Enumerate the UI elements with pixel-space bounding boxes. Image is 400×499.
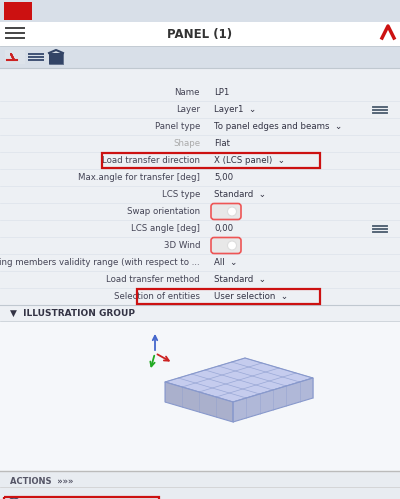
Text: 0,00: 0,00 bbox=[214, 224, 233, 233]
Text: Supporting members validity range (with respect to ...: Supporting members validity range (with … bbox=[0, 258, 200, 267]
FancyBboxPatch shape bbox=[0, 22, 400, 46]
Text: Name: Name bbox=[174, 88, 200, 97]
Text: Max.angle for transfer [deg]: Max.angle for transfer [deg] bbox=[78, 173, 200, 182]
FancyBboxPatch shape bbox=[28, 56, 44, 58]
Text: 3D Wind: 3D Wind bbox=[164, 241, 200, 250]
Text: Layer1  ⌄: Layer1 ⌄ bbox=[214, 105, 256, 114]
FancyBboxPatch shape bbox=[0, 68, 400, 390]
Text: Standard  ⌄: Standard ⌄ bbox=[214, 275, 266, 284]
Text: All  ⌄: All ⌄ bbox=[214, 258, 237, 267]
Text: 5,00: 5,00 bbox=[214, 173, 233, 182]
Text: To panel edges and beams  ⌄: To panel edges and beams ⌄ bbox=[214, 122, 342, 131]
FancyBboxPatch shape bbox=[4, 2, 32, 20]
Polygon shape bbox=[233, 378, 313, 422]
Text: Selection of entities: Selection of entities bbox=[114, 292, 200, 301]
Text: Flat: Flat bbox=[214, 139, 230, 148]
Text: X (LCS panel)  ⌄: X (LCS panel) ⌄ bbox=[214, 156, 285, 165]
Text: Layer: Layer bbox=[176, 105, 200, 114]
Text: Shape: Shape bbox=[173, 139, 200, 148]
Text: Load transfer method: Load transfer method bbox=[106, 275, 200, 284]
FancyBboxPatch shape bbox=[5, 50, 25, 64]
Circle shape bbox=[228, 241, 236, 250]
Polygon shape bbox=[165, 382, 233, 422]
FancyBboxPatch shape bbox=[211, 238, 241, 253]
FancyBboxPatch shape bbox=[0, 46, 400, 68]
Text: LP1: LP1 bbox=[214, 88, 229, 97]
Text: Load transfer direction: Load transfer direction bbox=[102, 156, 200, 165]
Text: User selection  ⌄: User selection ⌄ bbox=[214, 292, 288, 301]
Text: LCS type: LCS type bbox=[162, 190, 200, 199]
FancyBboxPatch shape bbox=[0, 471, 400, 499]
FancyBboxPatch shape bbox=[0, 305, 400, 321]
FancyBboxPatch shape bbox=[28, 59, 44, 61]
Text: ACTIONS  »»»: ACTIONS »»» bbox=[10, 477, 73, 486]
FancyBboxPatch shape bbox=[49, 53, 63, 64]
FancyBboxPatch shape bbox=[28, 53, 44, 55]
FancyBboxPatch shape bbox=[211, 204, 241, 220]
Text: Standard  ⌄: Standard ⌄ bbox=[214, 190, 266, 199]
Text: LCS angle [deg]: LCS angle [deg] bbox=[131, 224, 200, 233]
Polygon shape bbox=[165, 358, 313, 402]
Text: PANEL (1): PANEL (1) bbox=[168, 27, 232, 40]
Text: Panel type: Panel type bbox=[155, 122, 200, 131]
Circle shape bbox=[228, 207, 236, 216]
Text: Swap orientation: Swap orientation bbox=[127, 207, 200, 216]
FancyBboxPatch shape bbox=[0, 321, 400, 471]
Text: ▼  ILLUSTRATION GROUP: ▼ ILLUSTRATION GROUP bbox=[10, 308, 135, 317]
FancyBboxPatch shape bbox=[0, 0, 400, 22]
